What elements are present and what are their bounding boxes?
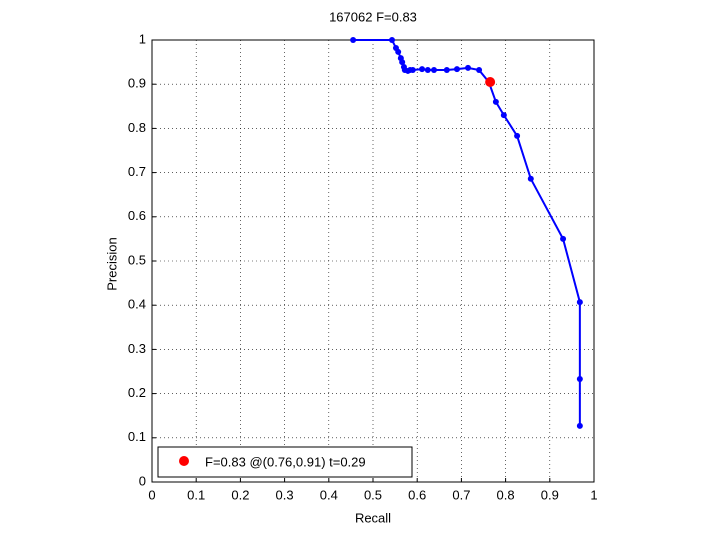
point xyxy=(409,67,416,74)
point xyxy=(424,67,431,74)
x-tick-label: 0.3 xyxy=(276,487,294,502)
point xyxy=(514,132,521,139)
x-tick-label: 1 xyxy=(590,487,597,502)
point xyxy=(576,376,583,383)
point xyxy=(560,235,567,242)
y-tick-label: 1 xyxy=(139,31,146,46)
point xyxy=(476,67,483,74)
x-tick-label: 0 xyxy=(148,487,155,502)
legend-box xyxy=(157,446,413,478)
x-tick-label: 0.4 xyxy=(320,487,338,502)
y-tick-label: 0.3 xyxy=(128,341,146,356)
y-tick-label: 0.2 xyxy=(128,385,146,400)
chart-title: 167062 F=0.83 xyxy=(329,9,417,24)
best-point xyxy=(485,76,496,87)
point xyxy=(500,112,507,119)
point xyxy=(350,37,357,43)
y-tick-label: 0.7 xyxy=(128,164,146,179)
point xyxy=(576,299,583,306)
y-tick-label: 0.8 xyxy=(128,120,146,135)
legend-label: F=0.83 @(0.76,0.91) t=0.29 xyxy=(205,454,366,469)
point xyxy=(419,66,426,73)
y-tick-label: 0 xyxy=(139,473,146,488)
point xyxy=(430,67,437,74)
y-tick-label: 0.5 xyxy=(128,252,146,267)
x-tick-label: 0.9 xyxy=(541,487,559,502)
x-tick-label: 0.7 xyxy=(452,487,470,502)
x-tick-label: 0.1 xyxy=(187,487,205,502)
x-tick-label: 0.2 xyxy=(231,487,249,502)
point xyxy=(576,422,583,429)
point xyxy=(453,66,460,73)
point xyxy=(395,48,402,55)
point xyxy=(527,175,534,182)
point xyxy=(492,98,499,105)
point xyxy=(399,59,406,66)
point xyxy=(465,64,472,71)
y-tick-label: 0.6 xyxy=(128,208,146,223)
point xyxy=(443,67,450,74)
point xyxy=(389,37,396,43)
x-tick-label: 0.8 xyxy=(497,487,515,502)
legend-marker xyxy=(179,456,189,466)
y-axis-label: Precision xyxy=(104,237,119,290)
x-tick-label: 0.6 xyxy=(408,487,426,502)
x-tick-label: 0.5 xyxy=(364,487,382,502)
y-tick-label: 0.4 xyxy=(128,297,146,312)
y-tick-label: 0.9 xyxy=(128,76,146,91)
x-axis-label: Recall xyxy=(355,510,391,525)
y-tick-label: 0.1 xyxy=(128,429,146,444)
